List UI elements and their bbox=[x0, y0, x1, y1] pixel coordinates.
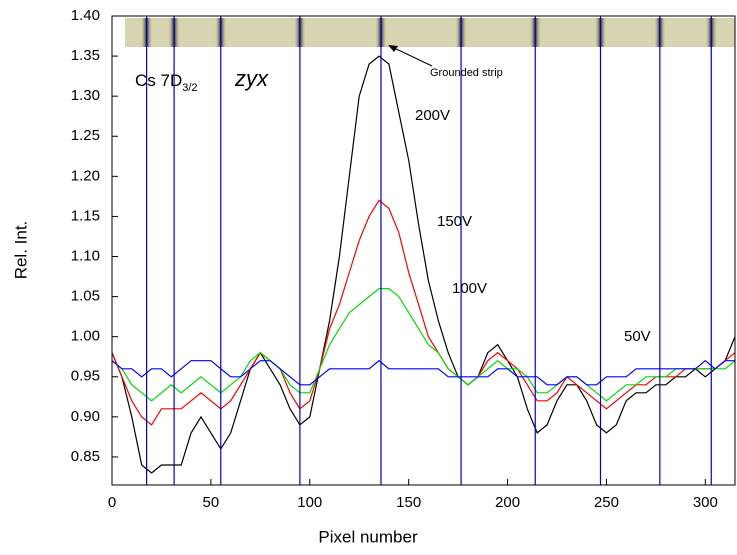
x-tick-label: 0 bbox=[108, 494, 116, 511]
y-tick-label: 1.35 bbox=[71, 47, 100, 64]
x-tick-label: 100 bbox=[297, 494, 322, 511]
y-tick-label: 1.05 bbox=[71, 288, 100, 305]
x-tick-label: 200 bbox=[495, 494, 520, 511]
sample-label: Cs 7D3/2 bbox=[135, 71, 198, 93]
y-tick-label: 1.00 bbox=[71, 328, 100, 345]
series-line bbox=[111, 199, 736, 426]
series-label: 50V bbox=[624, 328, 651, 345]
y-tick-label: 1.20 bbox=[71, 167, 100, 184]
strip-arrow bbox=[389, 45, 433, 67]
y-tick-label: 0.85 bbox=[71, 448, 100, 465]
x-tick-label: 150 bbox=[396, 494, 421, 511]
strip-arrowhead bbox=[388, 45, 398, 52]
series-label: 100V bbox=[452, 280, 487, 297]
series-line bbox=[111, 288, 736, 402]
plot-frame bbox=[111, 15, 736, 486]
series-line bbox=[111, 55, 736, 474]
y-tick-label: 1.10 bbox=[71, 247, 100, 264]
orientation-label: zyx bbox=[234, 66, 269, 91]
y-tick-label: 1.40 bbox=[71, 7, 100, 24]
x-tick-label: 300 bbox=[693, 494, 718, 511]
series-label: 200V bbox=[415, 107, 450, 124]
y-axis-title: Rel. Int. bbox=[11, 221, 30, 280]
series-line bbox=[111, 359, 735, 386]
strip-label: Grounded strip bbox=[430, 67, 503, 79]
x-tick-label: 50 bbox=[203, 494, 220, 511]
y-tick-label: 1.25 bbox=[71, 127, 100, 144]
y-tick-label: 1.15 bbox=[71, 207, 100, 224]
y-tick-label: 0.95 bbox=[71, 368, 100, 385]
sample-sub: 3/2 bbox=[182, 82, 197, 94]
sample-text: Cs 7D bbox=[135, 71, 182, 90]
x-axis-title: Pixel number bbox=[318, 527, 418, 546]
x-tick-label: 250 bbox=[594, 494, 619, 511]
series-label: 150V bbox=[437, 213, 472, 230]
y-tick-label: 1.30 bbox=[71, 87, 100, 104]
y-tick-label: 0.90 bbox=[71, 408, 100, 425]
